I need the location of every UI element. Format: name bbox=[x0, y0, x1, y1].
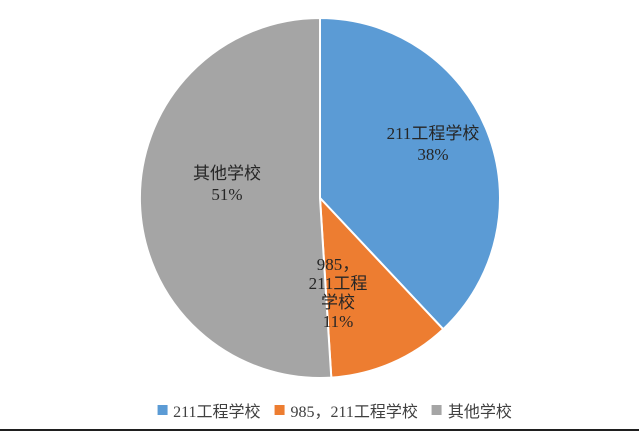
legend-item-211-school: 211工程学校 bbox=[157, 398, 260, 422]
legend-swatch-icon bbox=[431, 405, 442, 415]
legend-label: 其他学校 bbox=[447, 404, 512, 421]
pie-slice-0 bbox=[319, 17, 501, 331]
data-label-category: 其他学校 bbox=[193, 164, 261, 183]
legend-label: 985，211工程学校 bbox=[290, 404, 418, 421]
data-label-category: 211工程学校 bbox=[386, 124, 480, 143]
legend-item-985-211-school: 985，211工程学校 bbox=[274, 398, 418, 422]
chart-legend: 211工程学校 985，211工程学校 其他学校 bbox=[157, 398, 512, 422]
data-label-category: 211工程 bbox=[308, 274, 368, 293]
data-label-category: 学校 bbox=[321, 293, 355, 312]
data-label-category: 985， bbox=[316, 255, 360, 274]
data-label-211-school: 211工程学校 38% bbox=[387, 123, 480, 165]
pie-slice-1 bbox=[319, 197, 445, 379]
legend-label: 211工程学校 bbox=[173, 404, 261, 421]
data-label-percent: 11% bbox=[322, 312, 354, 331]
data-label-other-school: 其他学校 51% bbox=[193, 163, 261, 205]
data-label-percent: 38% bbox=[417, 145, 449, 164]
data-label-percent: 51% bbox=[211, 185, 243, 204]
pie-slice-2 bbox=[139, 17, 333, 379]
legend-item-other-school: 其他学校 bbox=[431, 398, 512, 422]
horizontal-rule bbox=[0, 429, 639, 431]
legend-swatch-icon bbox=[157, 405, 168, 415]
data-label-985-211-school: 985， 211工程 学校 11% bbox=[309, 255, 368, 331]
legend-swatch-icon bbox=[274, 405, 285, 415]
